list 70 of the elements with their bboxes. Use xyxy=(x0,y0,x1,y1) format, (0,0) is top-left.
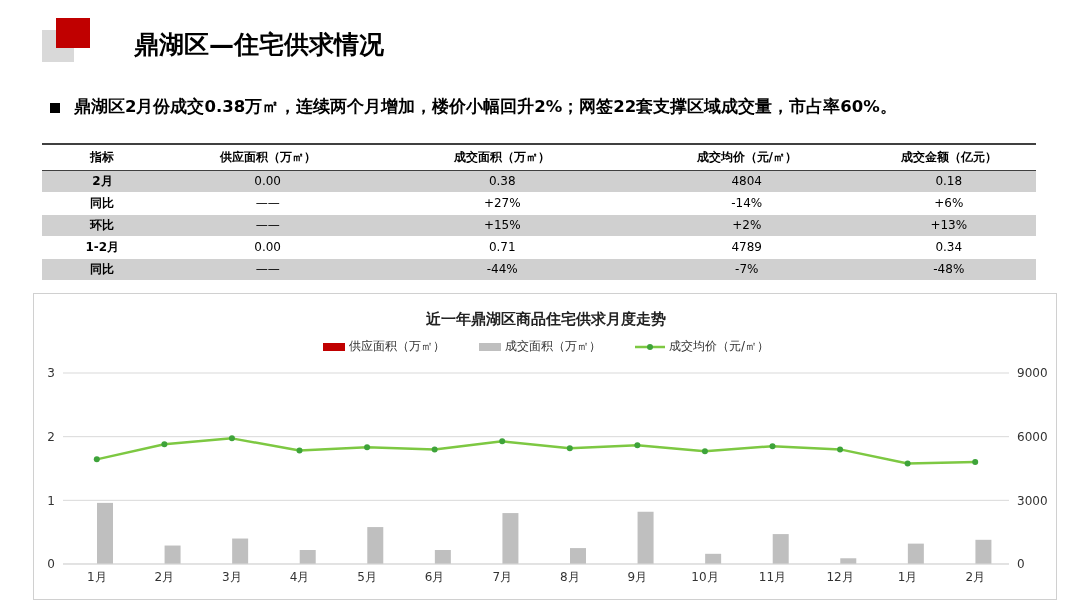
x-tick-label: 2月 xyxy=(154,569,175,584)
text: 鼎湖区—住宅供求情况 xyxy=(134,29,384,61)
x-tick-label: 4月 xyxy=(289,569,310,584)
legend-label: 供应面积（万㎡） xyxy=(348,338,445,355)
category-label: 同比 xyxy=(90,195,115,210)
x-tick-label: 9月 xyxy=(627,569,648,584)
x-tick-label: 6月 xyxy=(424,569,445,584)
text: +2% xyxy=(732,218,762,232)
text: 0.00 xyxy=(254,240,281,254)
x-tick-label: 1月 xyxy=(897,569,918,584)
text: -48% xyxy=(933,262,965,276)
chart-title: 近一年鼎湖区商品住宅供求月度走势 xyxy=(425,310,667,329)
text: -44% xyxy=(486,262,518,276)
text: 0.18 xyxy=(935,174,963,188)
text: 0.38 xyxy=(488,174,516,188)
legend-label: 成交面积（万㎡） xyxy=(504,338,601,355)
category-label: 成交金额（亿元） xyxy=(899,148,998,166)
text: 0.34 xyxy=(935,240,963,254)
bar xyxy=(299,549,316,564)
x-tick-label: 12月 xyxy=(826,569,854,584)
bar xyxy=(772,534,789,564)
text: +15% xyxy=(483,218,521,232)
y2-tick-label: 6000 xyxy=(1017,429,1048,444)
bar xyxy=(164,545,181,564)
bar xyxy=(907,543,924,564)
category-label: 2月 xyxy=(92,173,113,188)
x-tick-label: 7月 xyxy=(492,569,513,584)
category-label: 环比 xyxy=(90,217,115,232)
bar xyxy=(975,539,992,564)
x-tick-label: 5月 xyxy=(357,569,377,584)
x-tick-label: 2月 xyxy=(965,569,986,584)
x-tick-label: 1月 xyxy=(86,569,107,584)
text: —— xyxy=(255,218,280,232)
bar xyxy=(570,548,586,564)
text: 鼎湖区2月份成交0.38万㎡，连续两个月增加，楼价小幅回升2%；网签22套支撑区域成交量，市占率60%。 xyxy=(74,97,897,116)
y2-tick-label: 9000 xyxy=(1017,366,1048,381)
category-label: 同比 xyxy=(90,261,115,276)
bar xyxy=(502,513,519,564)
text: —— xyxy=(255,262,280,276)
text: +6% xyxy=(934,196,964,210)
x-tick-label: 8月 xyxy=(559,569,580,584)
text: 4804 xyxy=(731,174,763,188)
bar xyxy=(232,538,249,564)
bar xyxy=(637,511,654,564)
text: —— xyxy=(255,196,280,210)
text: 0.71 xyxy=(488,240,516,254)
category-label: 成交面积（万㎡） xyxy=(453,148,552,166)
bar xyxy=(367,527,384,564)
bar xyxy=(97,502,113,564)
y-tick-label: 2 xyxy=(47,429,55,444)
y-tick-label: 0 xyxy=(47,557,55,572)
text: +13% xyxy=(930,218,968,232)
text: -7% xyxy=(735,262,759,276)
category-label: 成交均价（元/㎡） xyxy=(695,148,798,166)
y2-tick-label: 3000 xyxy=(1017,493,1048,508)
x-tick-label: 11月 xyxy=(758,569,787,584)
text: 指标 xyxy=(89,148,116,166)
x-tick-label: 3月 xyxy=(222,569,242,584)
category-label: 1-2月 xyxy=(85,239,120,254)
y-tick-label: 3 xyxy=(47,366,55,381)
text: 4789 xyxy=(731,240,763,254)
text: +27% xyxy=(483,196,521,210)
category-label: 供应面积（万㎡） xyxy=(218,148,317,166)
text: -14% xyxy=(731,196,763,210)
text: 0.00 xyxy=(254,174,281,188)
bar xyxy=(434,549,451,564)
legend-label: 成交均价（元/㎡） xyxy=(668,338,770,355)
y-tick-label: 1 xyxy=(47,493,55,508)
x-tick-label: 10月 xyxy=(691,569,719,584)
y2-tick-label: 0 xyxy=(1017,557,1025,572)
